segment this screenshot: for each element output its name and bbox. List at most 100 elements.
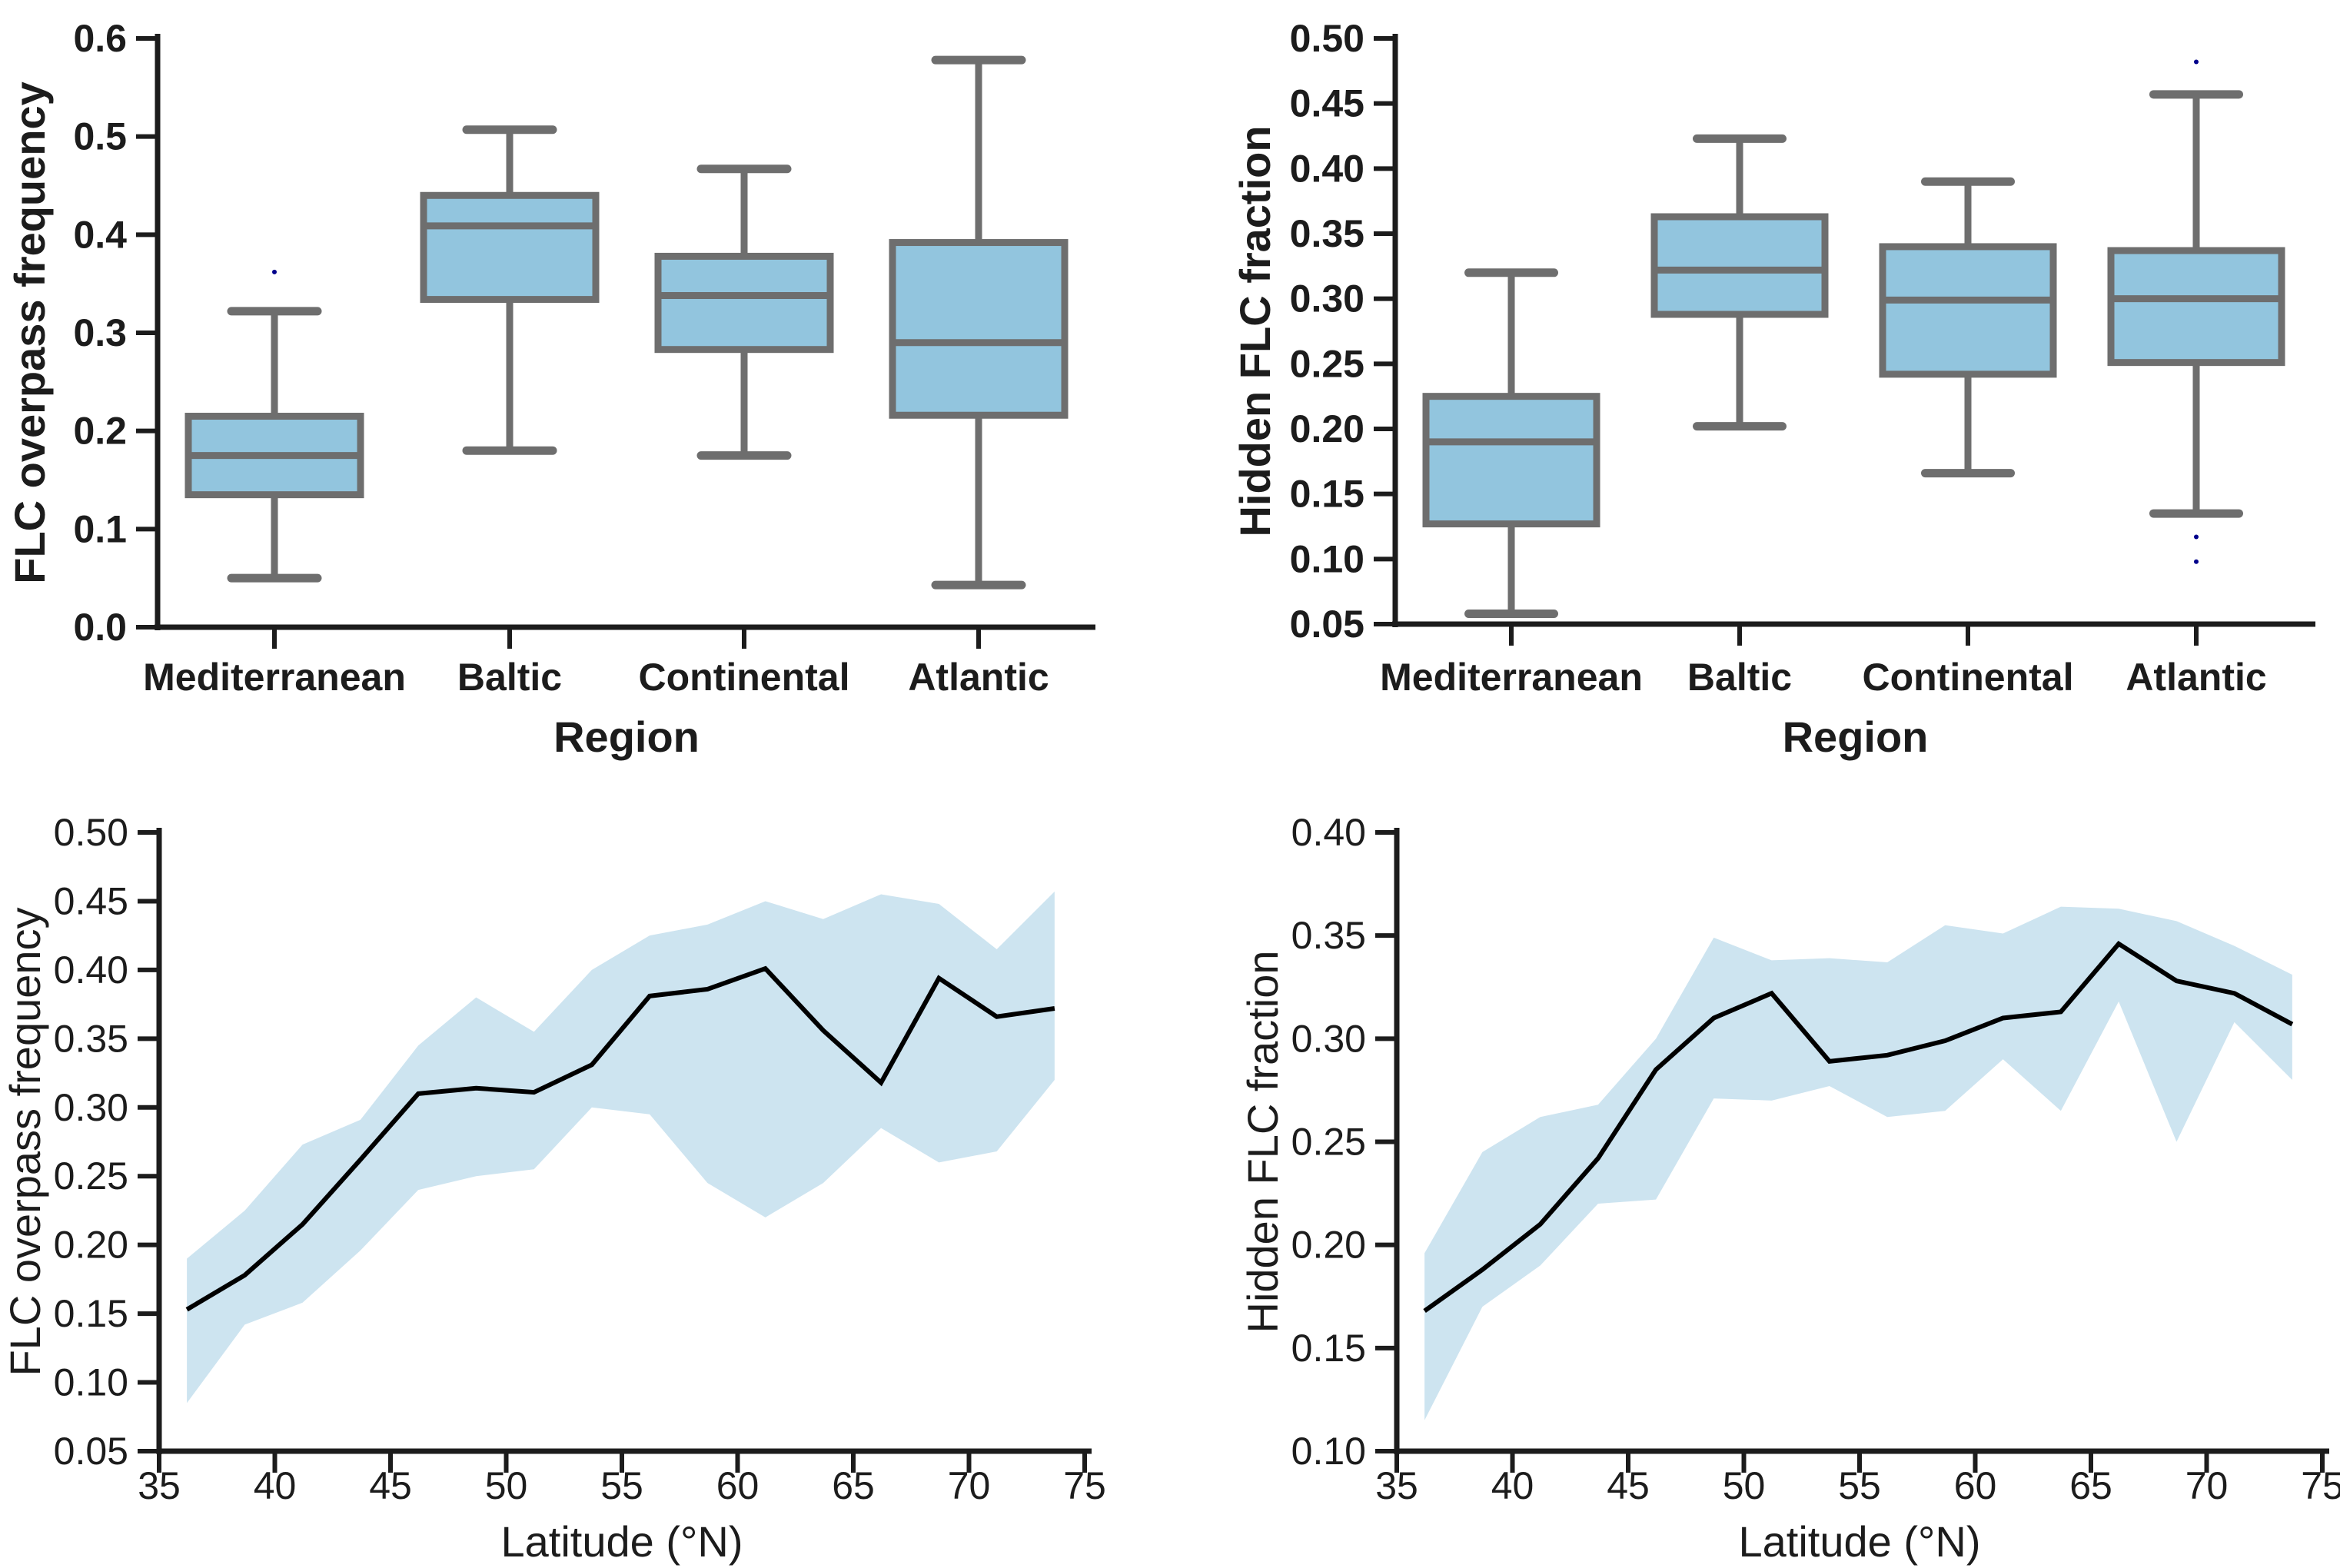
- x-tick-label: 35: [1375, 1464, 1418, 1507]
- category-label: Atlantic: [2126, 656, 2266, 699]
- mean-line: [1423, 940, 2294, 1313]
- x-tick-label: 55: [1838, 1464, 1881, 1507]
- y-tick-label: 0.25: [54, 1154, 128, 1198]
- y-tick-label: 0.10: [1290, 537, 1364, 580]
- x-tick-label: 70: [948, 1464, 991, 1507]
- category-label: Continental: [639, 656, 850, 699]
- iqr-box: [889, 239, 1069, 419]
- x-axis-label: Region: [553, 713, 700, 761]
- iqr-box: [1879, 243, 2057, 378]
- category-label: Mediterranean: [1380, 656, 1643, 699]
- chart-band-hidden-flc: 0.10 0.15 0.20 0.25 0.30 0.35 0.40 35 40 45 50 55 60…: [1170, 784, 2340, 1568]
- iqr-box: [1422, 393, 1600, 528]
- outlier-dot: [2194, 534, 2199, 540]
- y-tick-label: 0.0: [73, 606, 127, 649]
- y-tick-label: 0.20: [1291, 1224, 1366, 1267]
- x-tick-label: 75: [2301, 1464, 2340, 1507]
- y-tick-label: 0.50: [54, 811, 128, 854]
- x-tick-label: 75: [1063, 1464, 1106, 1507]
- x-axis-label: Latitude (°N): [1739, 1517, 1981, 1566]
- x-axis-label: Region: [1783, 713, 1929, 761]
- y-tick-label: 0.15: [54, 1292, 128, 1335]
- y-tick-label: 0.25: [1290, 342, 1364, 385]
- y-tick-label: 0.50: [1290, 17, 1364, 60]
- category-label: Continental: [1863, 656, 2074, 699]
- y-tick-label: 0.3: [73, 311, 127, 354]
- x-tick-label: 45: [1607, 1464, 1650, 1507]
- iqr-box: [654, 252, 834, 354]
- confidence-band: [187, 891, 1055, 1404]
- y-tick-label: 0.40: [1291, 811, 1366, 854]
- outlier-dot: [2194, 559, 2199, 564]
- y-tick-label: 0.6: [73, 17, 127, 60]
- x-tick-label: 65: [2069, 1464, 2112, 1507]
- iqr-box: [2107, 247, 2285, 367]
- x-tick-label: 60: [1954, 1464, 1997, 1507]
- y-tick-label: 0.40: [1290, 147, 1364, 190]
- y-tick-label: 0.40: [54, 948, 128, 992]
- y-axis-label: Hidden FLC fraction: [1238, 950, 1287, 1333]
- y-axis-label: FLC overpass frequency: [5, 81, 54, 584]
- y-tick-label: 0.10: [54, 1361, 128, 1404]
- y-tick-label: 0.20: [1290, 407, 1364, 450]
- y-tick-label: 0.30: [1291, 1017, 1366, 1060]
- y-tick-label: 0.35: [1291, 914, 1366, 957]
- y-tick-label: 0.10: [1291, 1430, 1366, 1473]
- x-tick-label: 40: [1491, 1464, 1534, 1507]
- box-group-baltic: [1650, 134, 1829, 431]
- x-tick-label: 50: [485, 1464, 528, 1507]
- box-group-continental: [1879, 177, 2057, 478]
- x-axis-label: Latitude (°N): [501, 1517, 743, 1566]
- box-group-atlantic: [2107, 59, 2285, 564]
- chart-box-hidden-flc: 0.05 0.10 0.15 0.20 0.25 0.30 0.35 0.40 0.45 0.50…: [1170, 0, 2340, 784]
- lineband-flc-overpass-by-latitude: 0.05 0.10 0.15 0.20 0.25 0.30 0.35 0.40 0.45 0.50…: [1, 811, 1106, 1566]
- y-tick-label: 0.15: [1290, 473, 1364, 516]
- x-tick-label: 35: [138, 1464, 181, 1507]
- y-tick-label: 0.4: [73, 213, 127, 256]
- x-tick-label: 40: [254, 1464, 297, 1507]
- y-tick-label: 0.05: [54, 1430, 128, 1473]
- mean-line: [185, 965, 1055, 1312]
- y-tick-label: 0.25: [1291, 1121, 1366, 1164]
- x-tick-label: 50: [1723, 1464, 1766, 1507]
- confidence-band: [1424, 906, 2292, 1420]
- y-tick-label: 0.45: [1290, 82, 1364, 125]
- box-group-mediterranean: [184, 269, 364, 583]
- x-tick-label: 70: [2185, 1464, 2229, 1507]
- iqr-box: [1650, 213, 1829, 318]
- x-tick-label: 55: [600, 1464, 643, 1507]
- lineband-hidden-flc-by-latitude: 0.10 0.15 0.20 0.25 0.30 0.35 0.40 35 40 45 50 55 60…: [1238, 811, 2340, 1566]
- y-tick-label: 0.20: [54, 1224, 128, 1267]
- y-tick-label: 0.35: [1290, 212, 1364, 255]
- box-group-mediterranean: [1422, 268, 1600, 618]
- y-tick-label: 0.05: [1290, 603, 1364, 646]
- y-tick-label: 0.2: [73, 410, 127, 453]
- category-label: Atlantic: [908, 656, 1049, 699]
- chart-box-flc-overpass: 0.0 0.1 0.2 0.3 0.4 0.5 0.6 Mediterranean Baltic…: [0, 0, 1170, 784]
- box-group-atlantic: [889, 55, 1069, 590]
- y-tick-label: 0.15: [1291, 1327, 1366, 1370]
- y-axis-label: FLC overpass frequency: [1, 907, 49, 1376]
- outlier-dot: [2194, 59, 2199, 65]
- box-group-continental: [654, 164, 834, 460]
- x-tick-label: 60: [716, 1464, 760, 1507]
- category-label: Baltic: [1687, 656, 1792, 699]
- y-tick-label: 0.30: [54, 1086, 128, 1129]
- boxplot-hidden-flc-by-region: 0.05 0.10 0.15 0.20 0.25 0.30 0.35 0.40 0.45 0.50…: [1231, 17, 2315, 761]
- chart-band-flc-overpass: 0.05 0.10 0.15 0.20 0.25 0.30 0.35 0.40 0.45 0.50…: [0, 784, 1170, 1568]
- box-group-baltic: [420, 125, 600, 455]
- y-tick-label: 0.35: [54, 1017, 128, 1060]
- category-label: Baltic: [457, 656, 562, 699]
- boxplot-flc-overpass-by-region: 0.0 0.1 0.2 0.3 0.4 0.5 0.6 Mediterranean Baltic…: [5, 17, 1095, 761]
- y-axis-label: Hidden FLC fraction: [1231, 125, 1279, 537]
- y-tick-label: 0.30: [1290, 277, 1364, 321]
- y-tick-label: 0.45: [54, 879, 128, 922]
- y-tick-label: 0.5: [73, 115, 127, 158]
- x-tick-label: 45: [369, 1464, 412, 1507]
- y-tick-label: 0.1: [73, 507, 127, 550]
- x-tick-label: 65: [832, 1464, 875, 1507]
- outlier-dot: [272, 269, 277, 274]
- iqr-box: [420, 191, 600, 304]
- category-label: Mediterranean: [143, 656, 406, 699]
